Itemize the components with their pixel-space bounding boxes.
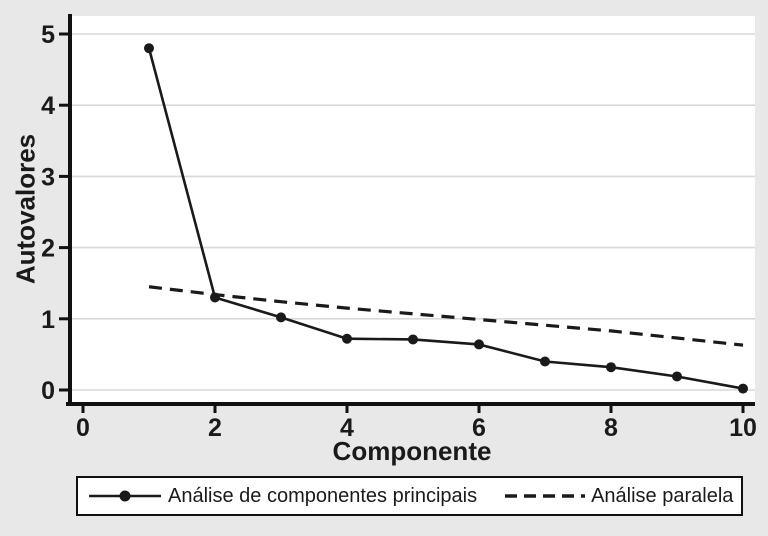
x-axis-title: Componente — [332, 436, 492, 466]
data-point-pca-8 — [606, 362, 616, 373]
legend-label-parallel: Análise paralela — [591, 484, 734, 507]
y-tick-label-1: 1 — [41, 306, 55, 334]
y-tick-label-3: 3 — [41, 163, 55, 191]
x-tick-label-0: 0 — [76, 414, 90, 442]
series-line-pca — [147, 47, 744, 390]
data-point-pca-7 — [540, 356, 550, 367]
data-point-pca-10 — [738, 383, 748, 394]
data-point-pca-6 — [474, 339, 484, 350]
data-point-pca-3 — [276, 312, 286, 323]
y-tick-label-4: 4 — [41, 92, 55, 120]
dashed-line-icon — [505, 494, 586, 498]
x-tick-label-6: 6 — [472, 414, 486, 442]
data-point-pca-4 — [342, 333, 352, 344]
x-tick-label-8: 8 — [604, 414, 618, 442]
series-line-parallel — [148, 285, 744, 347]
y-tick-label-5: 5 — [41, 21, 55, 49]
data-point-pca-9 — [672, 371, 682, 382]
x-tick-label-4: 4 — [340, 414, 354, 442]
y-axis-title: Autovalores — [10, 133, 41, 285]
legend-item-parallel: Análise paralela — [504, 485, 733, 508]
legend-item-pca: Análise de componentes principais — [78, 485, 477, 508]
y-tick-label-0: 0 — [41, 377, 55, 405]
y-tick-label-2: 2 — [41, 235, 55, 263]
x-tick-label-10: 10 — [729, 414, 757, 442]
legend-label-pca: Análise de componentes principais — [168, 484, 478, 507]
data-point-pca-5 — [408, 334, 418, 345]
x-tick-label-2: 2 — [208, 414, 222, 442]
solid-line-marker-icon — [89, 490, 161, 502]
data-point-pca-1 — [144, 43, 154, 54]
legend: Análise de componentes principais Anális… — [76, 476, 743, 516]
